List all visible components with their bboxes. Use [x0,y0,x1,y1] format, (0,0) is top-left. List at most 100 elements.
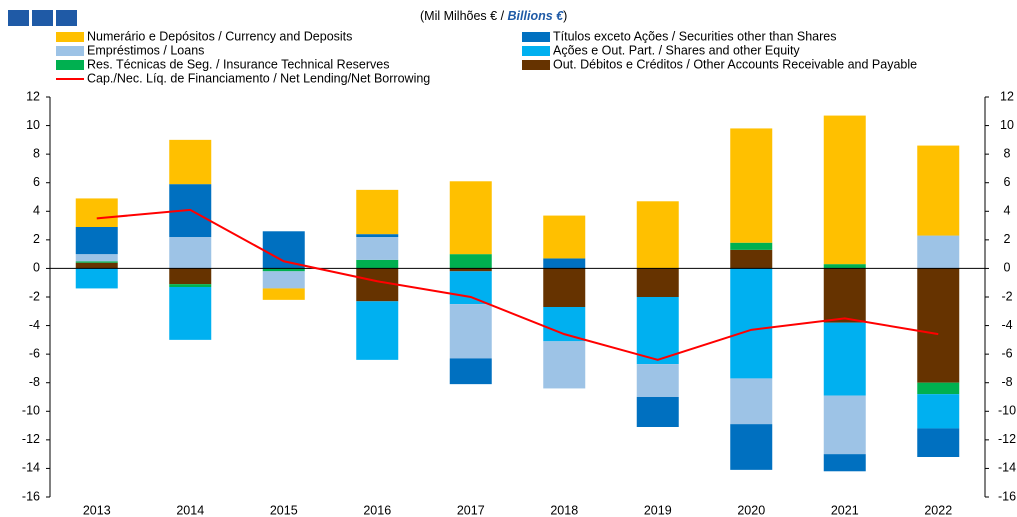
x-tick-label: 2020 [737,503,765,517]
y2-tick-label: 2 [1004,232,1011,246]
logo-square [8,10,29,26]
y-tick-label: 0 [33,261,40,275]
y-tick-label: 10 [26,118,40,132]
x-tick-label: 2017 [457,503,485,517]
legend-swatch [56,46,84,56]
bar-segment [75,261,118,263]
legend-label: Empréstimos / Loans [87,43,204,57]
y2-tick-label: 4 [1004,204,1011,218]
bar-segment [356,259,399,269]
line-series [96,208,939,361]
y-tick-label: -2 [29,289,40,303]
bar-segment [823,115,866,265]
y2-tick-label: -8 [1001,375,1012,389]
bar-segment [917,235,960,269]
legend-label: Cap./Nec. Líq. de Financiamento / Net Le… [87,71,430,85]
subtitle-en: Billions € [508,9,565,23]
bar-segment [823,264,866,269]
y-tick-label: -8 [29,375,40,389]
y2-tick-label: -12 [998,432,1016,446]
legend-label: Ações e Out. Part. / Shares and other Eq… [553,43,800,57]
legend-label: Out. Débitos e Créditos / Other Accounts… [553,57,917,71]
x-tick-label: 2013 [83,503,111,517]
x-tick-label: 2016 [363,503,391,517]
bar-segment [917,428,960,457]
subtitle-close: ) [563,9,567,23]
legend-label: Res. Técnicas de Seg. / Insurance Techni… [87,57,389,71]
legend-label: Títulos exceto Ações / Securities other … [553,29,836,43]
bar-segment [823,454,866,472]
bar-segment [262,268,305,272]
y-tick-label: -4 [29,318,40,332]
x-tick-label: 2022 [924,503,952,517]
y2-tick-label: 10 [1000,118,1014,132]
bar-segment [543,341,586,389]
y2-tick-label: -4 [1001,318,1012,332]
bar-segment [917,382,960,395]
bar-segment [449,254,492,269]
bar-segment [169,139,212,185]
bar-segment [262,271,305,289]
bar-segment [169,268,212,285]
bar-segment [823,395,866,455]
y2-tick-label: -14 [998,461,1016,475]
legend-swatch [522,46,550,56]
y2-tick-label: -16 [998,489,1016,503]
legend-swatch [522,32,550,42]
bar-segment [636,297,679,365]
bar-segment [449,181,492,255]
bar-segment [75,198,118,227]
bar-segment [356,237,399,260]
y-tick-label: -14 [22,461,40,475]
bar-segment [449,271,492,305]
bar-segment [730,424,773,470]
bar-segment [543,307,586,342]
legend-swatch [56,60,84,70]
bar-segment [356,234,399,237]
bar-segment [730,378,773,425]
bar-segment [449,268,492,272]
y2-tick-label: 6 [1004,175,1011,189]
y-tick-label: 8 [33,146,40,160]
bar-segment [636,268,679,297]
bar-segment [730,249,773,269]
bar-segment [917,268,960,383]
y2-tick-label: -6 [1001,346,1012,360]
bar-segment [917,145,960,236]
bar-segment [169,287,212,340]
y-tick-label: 2 [33,232,40,246]
bar-segment [356,189,399,235]
subtitle: (Mil Milhões € / Billions €) [420,9,567,23]
bar-segment [449,304,492,359]
y-tick-label: 4 [33,204,40,218]
y-tick-label: 6 [33,175,40,189]
bar-segment [823,268,866,323]
bar-segment [449,358,492,385]
y-tick-label: -10 [22,404,40,418]
bar-segment [730,128,773,243]
x-tick-label: 2021 [831,503,859,517]
logo-square [32,10,53,26]
x-tick-label: 2015 [270,503,298,517]
bar-segment [262,231,305,269]
bar-segment [917,394,960,429]
x-tick-label: 2018 [550,503,578,517]
y2-tick-label: 8 [1004,146,1011,160]
bar-segment [823,322,866,396]
subtitle-pt: (Mil Milhões € / [420,9,508,23]
legend-swatch [56,32,84,42]
y2-tick-label: 12 [1000,89,1014,103]
bar-segment [169,284,212,287]
y-tick-label: -12 [22,432,40,446]
logo-square [56,10,77,26]
bar-segment [636,397,679,427]
legend-label: Numerário e Depósitos / Currency and Dep… [87,29,352,43]
bar-segment [543,258,586,269]
bar-segment [636,201,679,269]
y-tick-label: 12 [26,89,40,103]
x-tick-label: 2014 [176,503,204,517]
y-tick-label: -6 [29,346,40,360]
bar-segment [356,301,399,360]
y-tick-label: -16 [22,489,40,503]
